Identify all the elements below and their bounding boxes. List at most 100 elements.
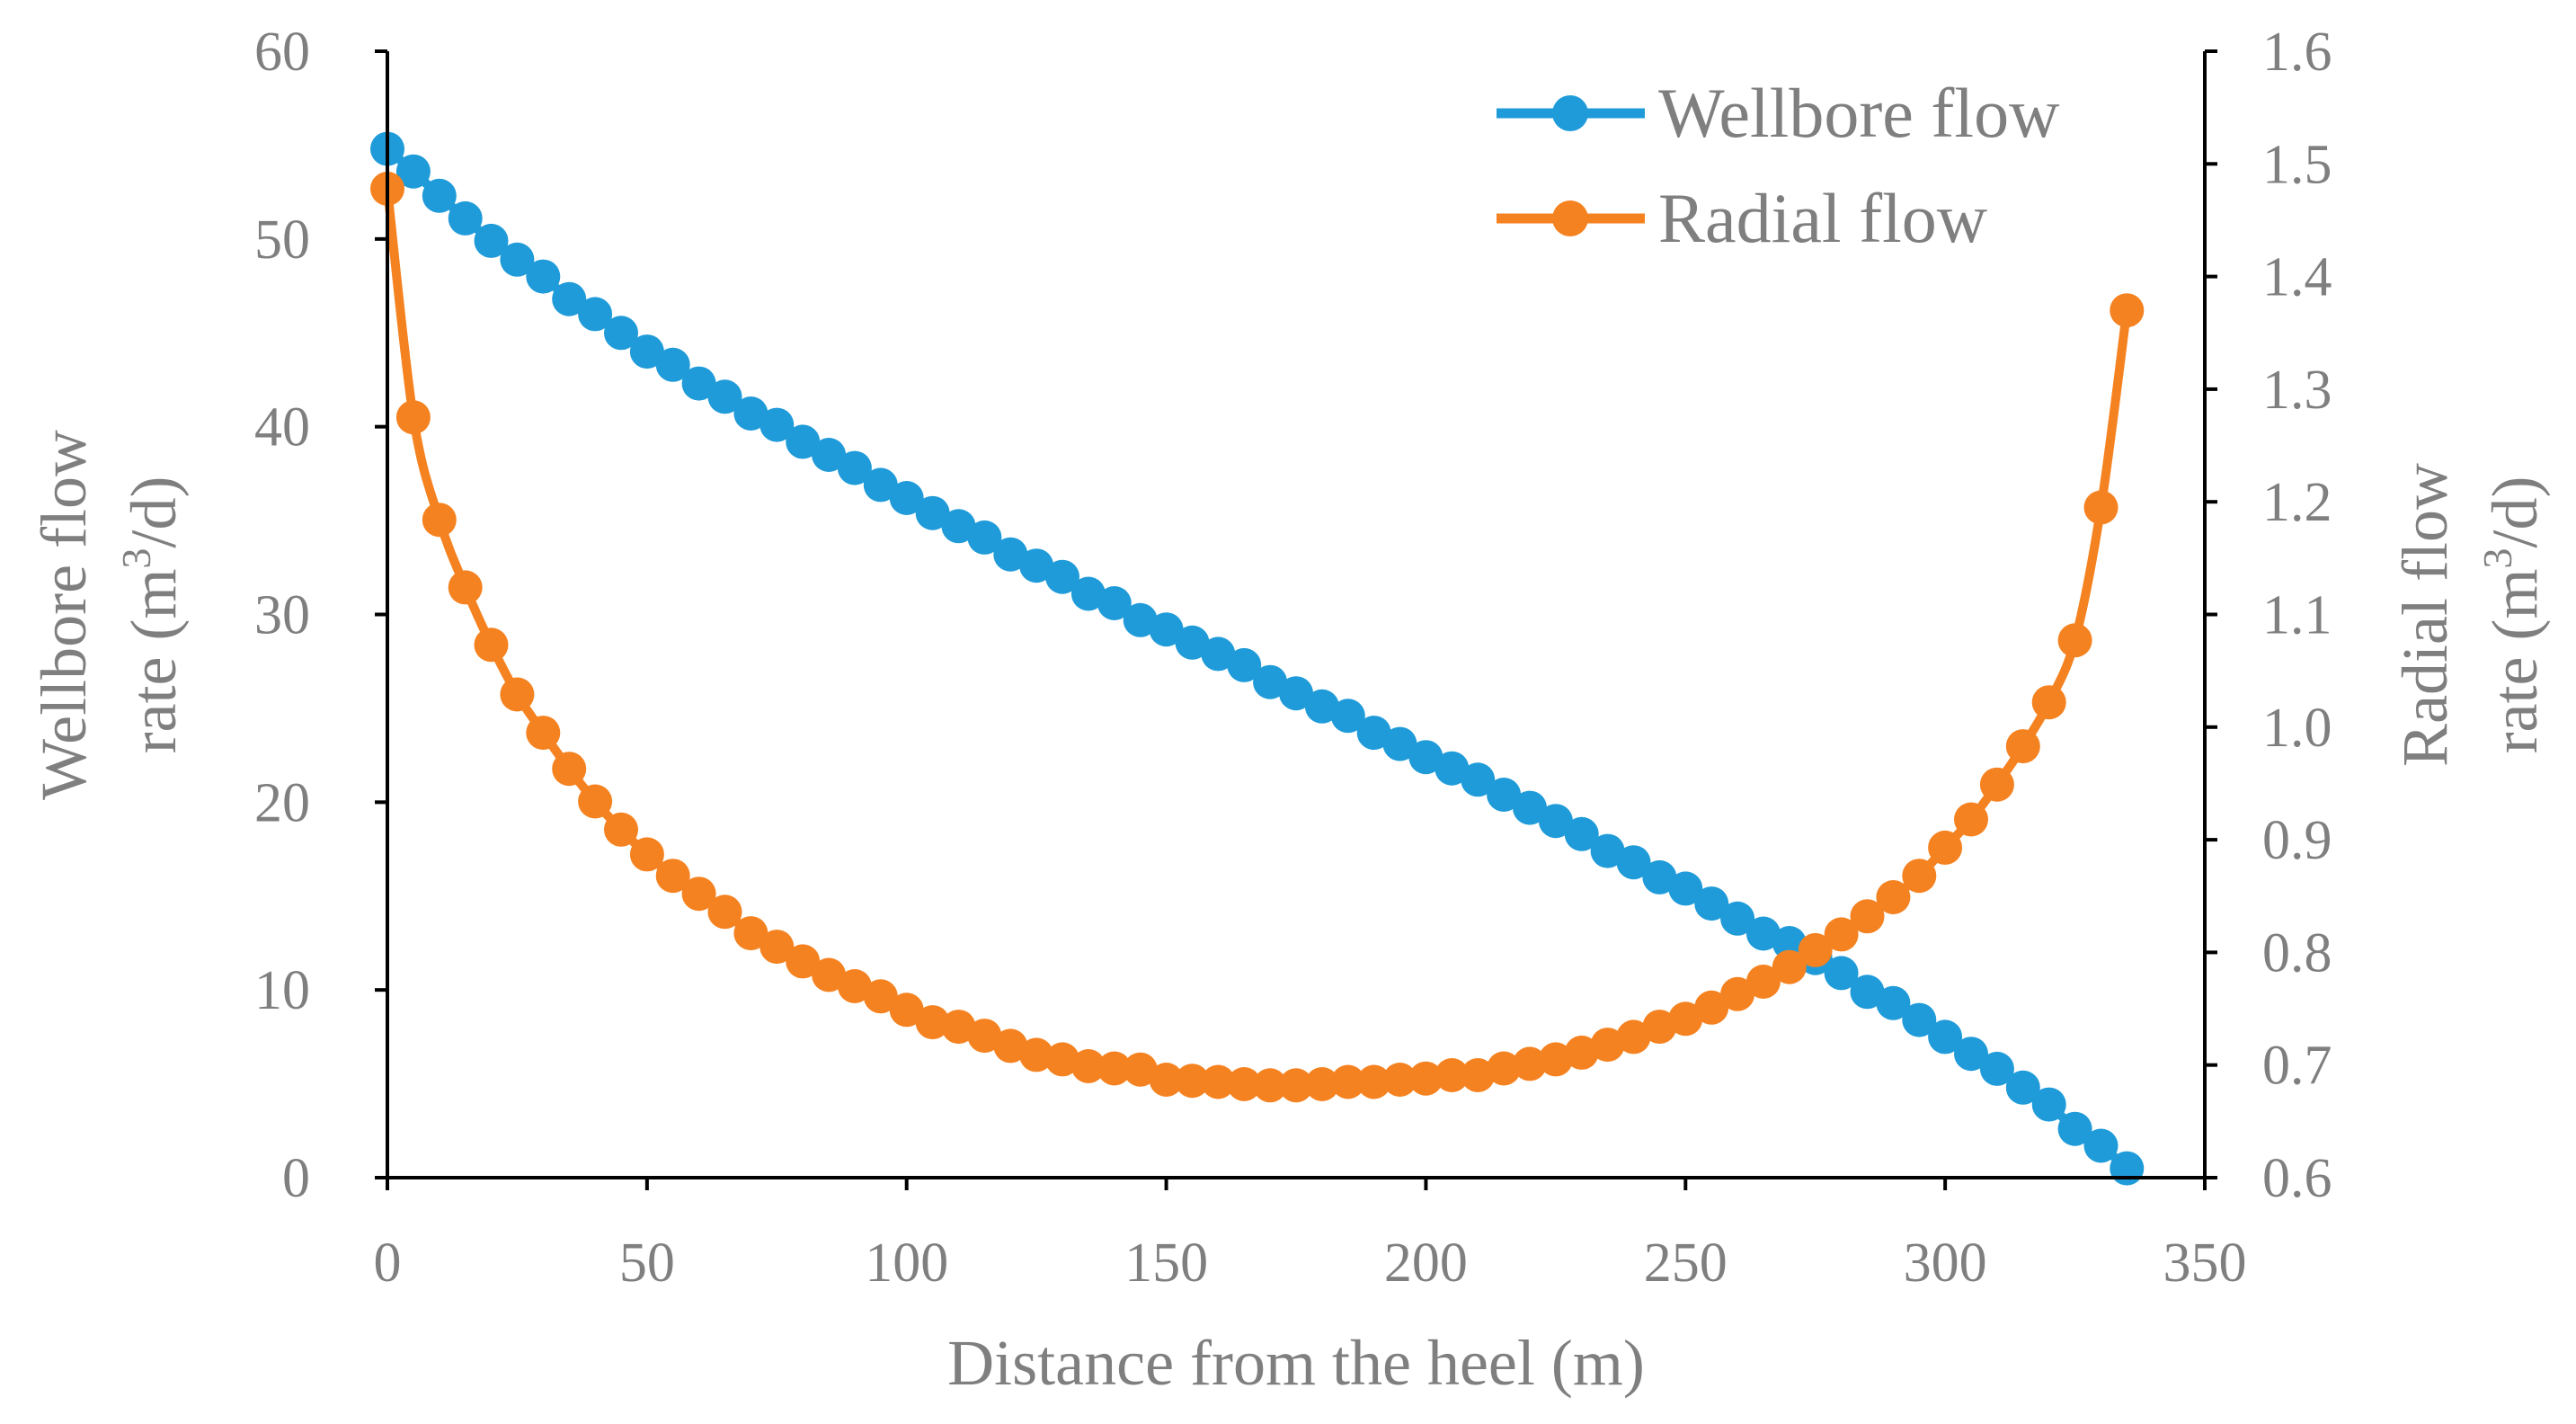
- data-point-radial-flow: [812, 957, 847, 992]
- data-point-radial-flow: [604, 812, 638, 847]
- data-point-radial-flow: [1019, 1037, 1054, 1072]
- data-point-radial-flow: [681, 877, 716, 912]
- data-point-wellbore-flow: [422, 178, 457, 213]
- data-point-wellbore-flow: [2110, 1151, 2145, 1186]
- data-point-wellbore-flow: [681, 366, 716, 401]
- data-point-wellbore-flow: [1902, 1002, 1937, 1037]
- y-right-tick-label: 0.9: [2262, 810, 2332, 871]
- data-point-radial-flow: [1824, 917, 1859, 952]
- data-point-radial-flow: [1227, 1067, 1262, 1101]
- data-point-radial-flow: [1356, 1064, 1391, 1099]
- data-point-wellbore-flow: [1616, 845, 1651, 880]
- plot-series-group: [370, 131, 2145, 1186]
- data-point-radial-flow: [1668, 1001, 1703, 1037]
- y-right-title-sup: 3: [2474, 548, 2520, 569]
- data-point-wellbore-flow: [863, 467, 898, 503]
- data-point-radial-flow: [1279, 1068, 1313, 1103]
- data-point-radial-flow: [1954, 802, 1988, 837]
- data-point-radial-flow: [1928, 830, 1963, 865]
- data-point-wellbore-flow: [1824, 956, 1859, 991]
- data-point-wellbore-flow: [2083, 1128, 2119, 1163]
- data-point-radial-flow: [1408, 1061, 1443, 1096]
- data-point-radial-flow: [993, 1028, 1028, 1064]
- x-tick-label: 100: [865, 1233, 948, 1294]
- data-point-radial-flow: [1149, 1063, 1184, 1097]
- data-point-wellbore-flow: [552, 281, 587, 316]
- data-point-radial-flow: [863, 979, 898, 1014]
- data-point-wellbore-flow: [1745, 916, 1781, 951]
- data-point-wellbore-flow: [786, 424, 821, 459]
- data-point-wellbore-flow: [1850, 975, 1885, 1010]
- data-point-radial-flow: [422, 503, 457, 538]
- data-point-radial-flow: [655, 859, 690, 894]
- y-right-tick-label: 1.3: [2262, 360, 2332, 421]
- data-point-radial-flow: [448, 570, 483, 605]
- data-point-radial-flow: [1538, 1042, 1573, 1077]
- data-point-wellbore-flow: [1487, 778, 1522, 812]
- data-point-wellbore-flow: [1097, 586, 1132, 620]
- legend-item-wellbore-flow: Wellbore flow: [1497, 74, 2059, 152]
- data-point-radial-flow: [1798, 932, 1833, 967]
- y-right-title-line1: Radial flow: [2389, 463, 2461, 767]
- x-tick-label: 250: [1644, 1233, 1728, 1294]
- data-point-wellbore-flow: [889, 481, 924, 515]
- x-tick-label: 50: [619, 1233, 675, 1294]
- data-point-wellbore-flow: [604, 316, 638, 351]
- data-point-wellbore-flow: [1330, 699, 1365, 734]
- data-point-radial-flow: [526, 716, 561, 751]
- y-right-tick-label: 1.1: [2262, 585, 2332, 646]
- y-left-title-line2: rate (m3/d): [113, 476, 190, 754]
- data-point-wellbore-flow: [1382, 726, 1417, 761]
- y-right-title-prefix: rate (m: [2479, 569, 2551, 754]
- data-point-wellbore-flow: [578, 297, 613, 332]
- data-point-wellbore-flow: [733, 396, 768, 431]
- data-point-radial-flow: [1201, 1064, 1236, 1099]
- data-point-radial-flow: [552, 752, 587, 787]
- data-point-wellbore-flow: [1435, 751, 1470, 786]
- x-ticks-group: 0 50 100 150 200 250 300 350: [374, 1178, 2247, 1294]
- x-tick-label: 300: [1904, 1233, 1987, 1294]
- data-point-wellbore-flow: [1070, 576, 1106, 611]
- data-point-wellbore-flow: [1954, 1037, 1988, 1072]
- data-point-wellbore-flow: [526, 259, 561, 294]
- legend-label-wellbore-flow: Wellbore flow: [1658, 74, 2059, 152]
- data-point-radial-flow: [1097, 1051, 1132, 1086]
- x-tick-label: 0: [374, 1233, 402, 1294]
- data-point-wellbore-flow: [1720, 901, 1755, 936]
- y-right-title-line2: rate (m3/d): [2474, 476, 2551, 754]
- data-point-wellbore-flow: [2005, 1070, 2040, 1105]
- data-point-wellbore-flow: [1694, 886, 1729, 921]
- data-point-wellbore-flow: [993, 537, 1028, 572]
- data-point-wellbore-flow: [941, 509, 976, 544]
- data-point-wellbore-flow: [1538, 804, 1573, 839]
- data-point-radial-flow: [500, 677, 535, 712]
- y-left-tick-label: 60: [254, 22, 310, 83]
- data-point-wellbore-flow: [1149, 612, 1184, 647]
- data-point-radial-flow: [578, 784, 613, 819]
- data-point-radial-flow: [1435, 1058, 1470, 1092]
- data-point-radial-flow: [915, 1005, 950, 1040]
- y-right-axis-title: Radial flow rate (m3/d): [2389, 463, 2551, 767]
- data-point-radial-flow: [1045, 1042, 1079, 1077]
- data-point-wellbore-flow: [1564, 816, 1599, 851]
- data-point-radial-flow: [1876, 880, 1911, 914]
- data-point-radial-flow: [2057, 623, 2092, 658]
- data-point-radial-flow: [1720, 976, 1755, 1011]
- data-point-wellbore-flow: [1876, 985, 1911, 1020]
- data-point-radial-flow: [395, 400, 431, 435]
- x-tick-label: 200: [1384, 1233, 1468, 1294]
- x-tick-label: 150: [1124, 1233, 1208, 1294]
- data-point-wellbore-flow: [474, 223, 509, 258]
- y-left-tick-label: 0: [282, 1148, 310, 1209]
- y-right-tick-label: 1.0: [2262, 698, 2332, 759]
- data-point-wellbore-flow: [1461, 762, 1496, 797]
- y-right-tick-label: 1.4: [2262, 247, 2332, 308]
- data-point-radial-flow: [1745, 965, 1781, 999]
- data-point-wellbore-flow: [967, 520, 1002, 555]
- data-point-radial-flow: [707, 894, 742, 930]
- data-point-wellbore-flow: [1513, 790, 1547, 825]
- y-right-tick-label: 1.2: [2262, 472, 2332, 533]
- data-point-wellbore-flow: [1408, 740, 1443, 775]
- data-point-wellbore-flow: [448, 200, 483, 236]
- legend-label-radial-flow: Radial flow: [1658, 179, 1987, 257]
